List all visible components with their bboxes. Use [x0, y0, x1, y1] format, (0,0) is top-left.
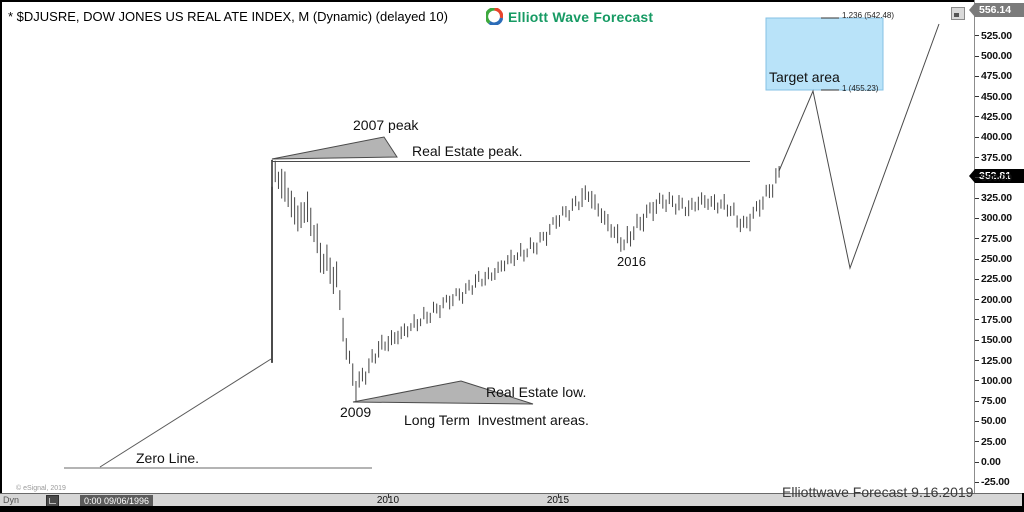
session-start-badge: 0:00 09/06/1996: [80, 495, 154, 507]
brand-logo: Elliott Wave Forecast: [486, 8, 653, 25]
price-tick: 50.00: [975, 415, 1006, 427]
price-tick: 500.00: [975, 50, 1012, 62]
price-tick: 175.00: [975, 314, 1012, 326]
price-chart-canvas[interactable]: [0, 0, 975, 505]
last-price-badge: 352.81: [969, 168, 1024, 183]
price-tick: 300.00: [975, 212, 1012, 224]
fib-level-1236: 1.236 (542.48): [842, 11, 895, 20]
brand-logo-text: Elliott Wave Forecast: [508, 8, 654, 25]
price-tick: 125.00: [975, 355, 1012, 367]
annotation-2009: 2009: [340, 404, 372, 420]
bottom-border: [0, 506, 1024, 512]
time-tick: 2010: [376, 495, 400, 506]
price-axis[interactable]: 556.14 352.81 525.00 500.00 475.00 450.00 42…: [969, 0, 1024, 493]
price-tick: 0.00: [975, 456, 1001, 468]
annotation-real-estate-low: Real Estate low.: [486, 384, 587, 400]
price-tick: 275.00: [975, 233, 1012, 245]
price-tick: 525.00: [975, 30, 1012, 42]
dynamic-mode-label: Dyn: [3, 495, 20, 505]
annotation-target-area: Target area: [769, 69, 840, 85]
price-tick: 100.00: [975, 375, 1012, 387]
annotation-long-term-investment: Long Term Investment areas.: [404, 412, 589, 428]
price-tick: 350.00: [975, 172, 1012, 184]
price-tick: 475.00: [975, 70, 1012, 82]
price-tick: 75.00: [975, 395, 1006, 407]
symbol-title: * $DJUSRE, DOW JONES US REAL ATE INDEX, …: [8, 9, 448, 24]
time-axis[interactable]: Dyn 0:00 09/06/1996 2010 2015: [0, 493, 1022, 507]
price-tick: 25.00: [975, 436, 1006, 448]
price-tick: 200.00: [975, 294, 1012, 306]
price-tick: 225.00: [975, 273, 1012, 285]
price-tick: 425.00: [975, 111, 1012, 123]
annotation-zero-line: Zero Line.: [136, 450, 200, 466]
price-tick: -25.00: [975, 476, 1010, 488]
annotation-2007-peak: 2007 peak: [353, 117, 419, 133]
scale-top-badge: 556.14: [969, 3, 1024, 17]
chart-mode-icon-glyph: [49, 498, 56, 504]
price-tick: 150.00: [975, 334, 1012, 346]
annotation-2016: 2016: [617, 254, 646, 269]
popout-icon-glyph: [954, 13, 959, 17]
time-tick: 2015: [546, 495, 570, 506]
price-tick: 250.00: [975, 253, 1012, 265]
price-tick: 375.00: [975, 152, 1012, 164]
forecast-watermark: Elliottwave Forecast 9.16.2019: [782, 484, 974, 500]
price-tick: 400.00: [975, 131, 1012, 143]
popout-icon[interactable]: [951, 7, 965, 20]
swirl-globe-icon: [486, 8, 503, 25]
fib-level-1: 1 (455.23): [842, 84, 879, 93]
annotation-real-estate-peak: Real Estate peak.: [412, 143, 523, 159]
price-tick: 325.00: [975, 192, 1012, 204]
price-tick: 450.00: [975, 91, 1012, 103]
esignal-copyright: © eSignal, 2019: [16, 485, 66, 492]
